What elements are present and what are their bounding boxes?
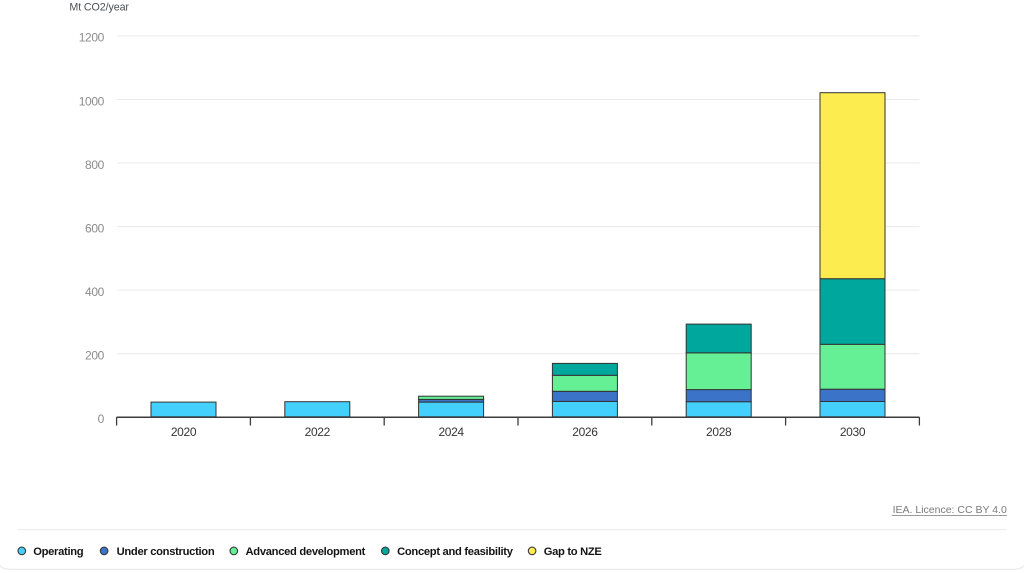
svg-text:1200: 1200 <box>79 31 105 45</box>
svg-text:IEA. Licence: CC BY 4.0: IEA. Licence: CC BY 4.0 <box>893 504 1007 516</box>
svg-text:Advanced development: Advanced development <box>246 546 366 558</box>
svg-text:2028: 2028 <box>706 425 732 439</box>
svg-text:Gap to NZE: Gap to NZE <box>544 546 603 558</box>
svg-text:Concept and feasibility: Concept and feasibility <box>397 546 514 558</box>
svg-text:600: 600 <box>85 221 105 235</box>
svg-text:Under construction: Under construction <box>117 546 215 558</box>
svg-text:2022: 2022 <box>305 425 331 439</box>
svg-text:400: 400 <box>85 285 105 299</box>
svg-text:2020: 2020 <box>171 425 197 439</box>
svg-text:200: 200 <box>85 349 105 363</box>
svg-text:Operating: Operating <box>33 546 84 558</box>
svg-text:0: 0 <box>98 412 105 426</box>
svg-text:1000: 1000 <box>79 94 105 108</box>
svg-text:2030: 2030 <box>840 425 866 439</box>
svg-text:800: 800 <box>85 158 105 172</box>
svg-text:2026: 2026 <box>572 425 598 439</box>
svg-text:2024: 2024 <box>438 425 464 439</box>
svg-text:Mt CO2/year: Mt CO2/year <box>69 1 129 13</box>
